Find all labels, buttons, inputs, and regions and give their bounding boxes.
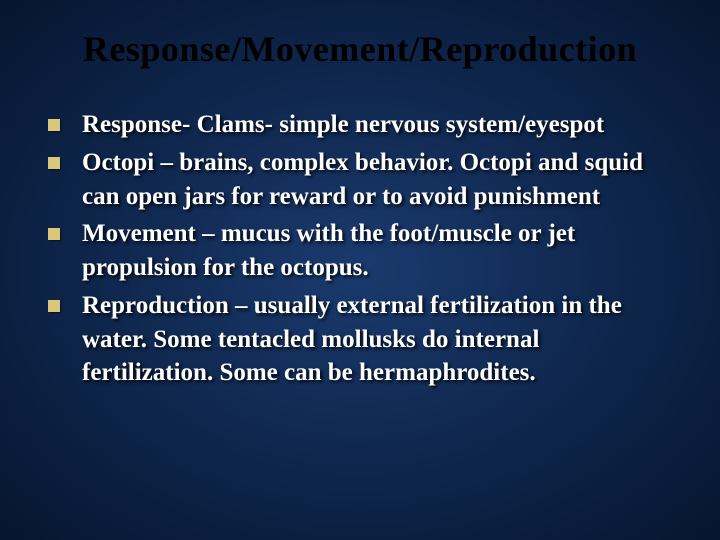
- bullet-text: Octopi – brains, complex behavior. Octop…: [82, 146, 672, 214]
- slide-title: Response/Movement/Reproduction: [48, 28, 672, 70]
- bullet-icon: [48, 119, 60, 131]
- bullet-text: Reproduction – usually external fertiliz…: [82, 289, 672, 390]
- list-item: Response- Clams- simple nervous system/e…: [48, 108, 672, 142]
- list-item: Octopi – brains, complex behavior. Octop…: [48, 146, 672, 214]
- bullet-text: Response- Clams- simple nervous system/e…: [82, 108, 604, 142]
- bullet-icon: [48, 228, 60, 240]
- list-item: Movement – mucus with the foot/muscle or…: [48, 217, 672, 285]
- bullet-text: Movement – mucus with the foot/muscle or…: [82, 217, 672, 285]
- bullet-icon: [48, 300, 60, 312]
- bullet-list: Response- Clams- simple nervous system/e…: [48, 108, 672, 390]
- list-item: Reproduction – usually external fertiliz…: [48, 289, 672, 390]
- bullet-icon: [48, 157, 60, 169]
